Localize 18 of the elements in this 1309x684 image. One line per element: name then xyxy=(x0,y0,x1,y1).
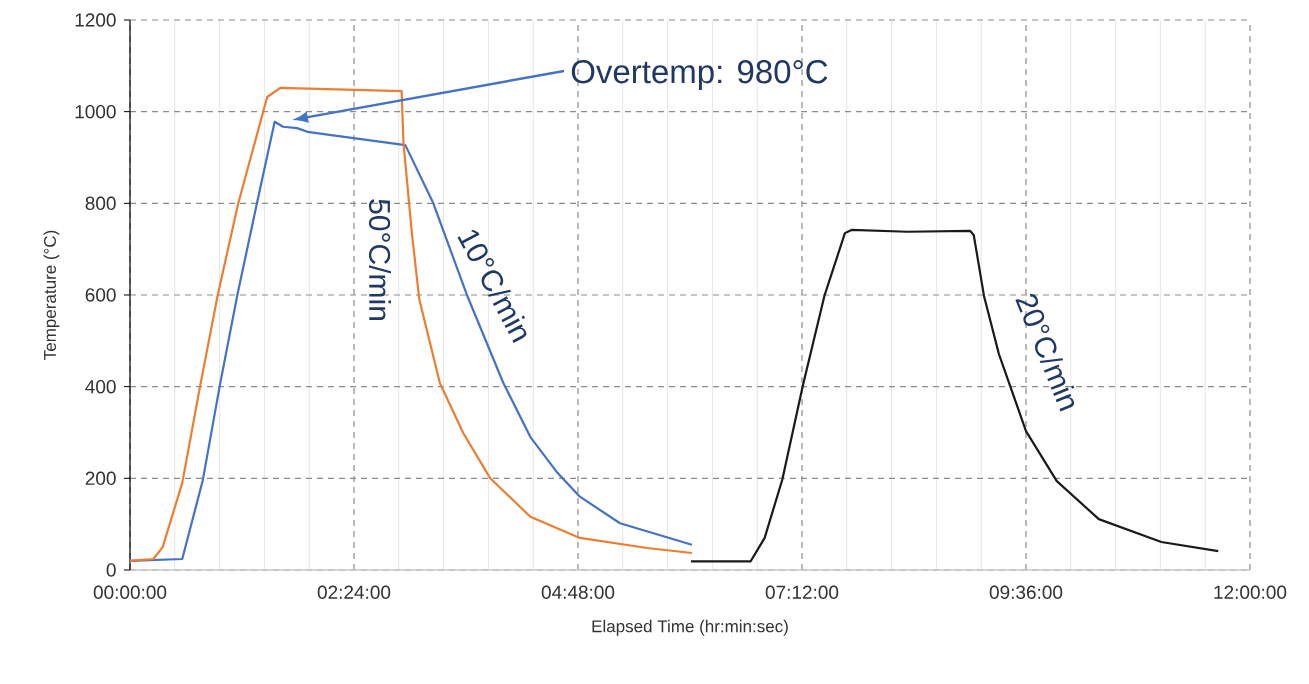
y-tick-label: 400 xyxy=(85,379,116,394)
y-tick-label: 600 xyxy=(85,288,116,302)
x-tick-label: 07:12:00 xyxy=(765,585,839,599)
x-axis-title: Elapsed Time (hr:min:sec) xyxy=(592,619,788,636)
y-axis-title: Temperature (°C) xyxy=(43,230,60,360)
x-tick-label: 12:00:00 xyxy=(1214,585,1287,599)
y-tick-label: 1000 xyxy=(75,104,116,119)
x-tick-label: 04:48:00 xyxy=(541,585,615,599)
y-tick-label: 0 xyxy=(106,563,116,577)
line-series xyxy=(689,228,1220,563)
x-tick-label: 00:00:00 xyxy=(93,585,167,599)
x-tick-label: 09:36:00 xyxy=(989,585,1063,599)
y-tick-label: 200 xyxy=(85,471,116,486)
annotation: 50°C/min xyxy=(368,199,392,320)
x-tick-label: 02:24:00 xyxy=(317,585,391,599)
y-tick-label: 1200 xyxy=(75,13,116,27)
annotation: Overtemp: 980°C xyxy=(571,60,828,90)
y-tick-label: 800 xyxy=(85,196,116,211)
